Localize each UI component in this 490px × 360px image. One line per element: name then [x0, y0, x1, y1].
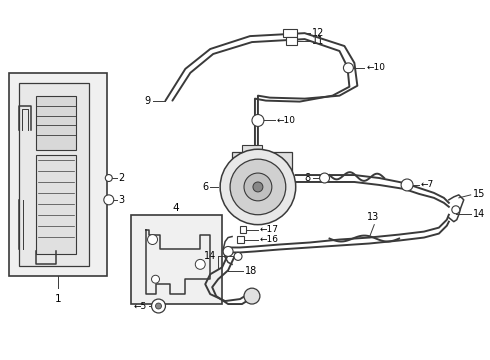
Bar	[283, 29, 297, 37]
Text: 3: 3	[119, 195, 125, 205]
Circle shape	[104, 195, 114, 205]
Text: 8: 8	[304, 173, 311, 183]
Bar	[36, 155, 76, 255]
Circle shape	[343, 63, 353, 73]
Bar	[9, 73, 107, 276]
Circle shape	[319, 173, 329, 183]
Text: 13: 13	[367, 212, 379, 222]
Circle shape	[244, 173, 272, 201]
Text: 14: 14	[204, 251, 216, 261]
Text: 2: 2	[119, 173, 125, 183]
Text: 9: 9	[145, 96, 150, 105]
Circle shape	[147, 235, 157, 244]
Circle shape	[155, 303, 162, 309]
Text: 12: 12	[312, 28, 324, 38]
Text: ←10: ←10	[277, 116, 296, 125]
Text: 14: 14	[473, 209, 485, 219]
Text: 18: 18	[245, 266, 257, 276]
Circle shape	[252, 114, 264, 126]
Text: ←10: ←10	[367, 63, 385, 72]
Text: ←5: ←5	[133, 302, 147, 311]
Text: 15: 15	[473, 189, 485, 199]
Text: ←7: ←7	[421, 180, 434, 189]
Bar	[131, 215, 222, 304]
Bar	[19, 83, 89, 266]
Bar	[237, 236, 244, 243]
Circle shape	[234, 252, 242, 260]
Circle shape	[105, 175, 112, 181]
Circle shape	[401, 179, 413, 191]
Circle shape	[244, 288, 260, 304]
Bar	[240, 226, 246, 233]
Text: ←17: ←17	[260, 225, 279, 234]
Bar	[232, 152, 292, 180]
Circle shape	[196, 260, 205, 269]
Bar	[286, 37, 297, 45]
Text: 1: 1	[55, 294, 61, 304]
Text: 11: 11	[312, 36, 324, 46]
Circle shape	[230, 159, 286, 215]
Circle shape	[151, 275, 159, 283]
Circle shape	[223, 247, 233, 256]
Circle shape	[452, 206, 460, 214]
Circle shape	[220, 149, 295, 225]
Bar	[36, 96, 76, 150]
Circle shape	[253, 182, 263, 192]
Circle shape	[151, 299, 166, 313]
Bar	[242, 145, 262, 155]
Text: 4: 4	[172, 203, 179, 213]
Text: ←16: ←16	[260, 235, 279, 244]
Text: 6: 6	[202, 182, 208, 192]
